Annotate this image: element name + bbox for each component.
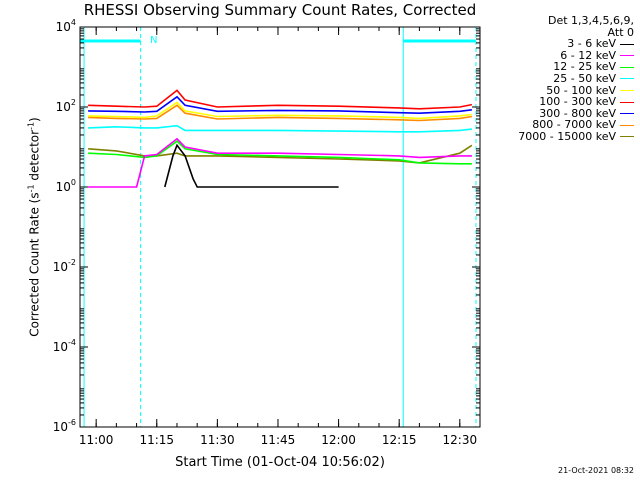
legend-label-5: 100 - 300 keV bbox=[539, 95, 616, 109]
y-label-base: Corrected Count Rate (s bbox=[27, 192, 42, 337]
legend-label-7: 800 - 7000 keV bbox=[532, 118, 616, 132]
y-label-mid: detector bbox=[27, 129, 42, 185]
legend-swatch-3 bbox=[620, 78, 634, 80]
legend-entry-0: 3 - 6 keV bbox=[518, 38, 634, 50]
y-label-sup: -1 bbox=[26, 184, 36, 193]
legend-entries: 3 - 6 keV 6 - 12 keV 12 - 25 keV 25 - 50 ke… bbox=[518, 38, 634, 142]
legend-entry-2: 12 - 25 keV bbox=[518, 61, 634, 73]
series-line-7000-15000-kev bbox=[88, 144, 473, 164]
plot-frame bbox=[79, 26, 481, 428]
legend-label-8: 7000 - 15000 keV bbox=[518, 129, 616, 143]
series-line-300-800-kev bbox=[88, 95, 472, 115]
chart-title: RHESSI Observing Summary Count Rates, Co… bbox=[83, 1, 477, 19]
series-line-3-6-kev bbox=[164, 143, 339, 188]
legend-header-1: Det 1,3,4,5,6,9, bbox=[547, 14, 634, 27]
legend-swatch-6 bbox=[620, 113, 634, 115]
legend-entry-4: 50 - 100 keV bbox=[518, 83, 634, 97]
x-tick-label-0: 11:00 bbox=[79, 433, 114, 447]
legend-entry-3: 25 - 50 keV bbox=[518, 73, 634, 85]
legend-swatch-0 bbox=[620, 43, 634, 45]
x-tick-label-1: 11:15 bbox=[139, 433, 174, 447]
y-tick-label-0: 10-6 bbox=[53, 418, 76, 434]
legend-label-0: 3 - 6 keV bbox=[567, 37, 616, 51]
y-tick-label-2: 10-2 bbox=[53, 258, 76, 274]
legend-swatch-5 bbox=[620, 101, 634, 103]
series-line-800-7000-kev bbox=[88, 104, 473, 122]
timestamp: 21-Oct-2021 08:32 bbox=[558, 466, 634, 475]
series-line-50-100-kev bbox=[88, 101, 472, 120]
legend-label-1: 6 - 12 keV bbox=[560, 48, 616, 62]
legend-swatch-4 bbox=[620, 90, 634, 92]
legend-entry-8: 7000 - 15000 keV bbox=[518, 131, 634, 143]
x-tick-label-5: 12:15 bbox=[382, 433, 417, 447]
x-tick-label-6: 12:30 bbox=[443, 433, 478, 447]
legend-header-2: Att 0 bbox=[607, 25, 634, 39]
x-tick-label-4: 12:00 bbox=[321, 433, 356, 447]
y-label-sup2: -1 bbox=[26, 121, 36, 130]
x-axis-label: Start Time (01-Oct-04 10:56:02) bbox=[175, 455, 385, 470]
legend-label-3: 25 - 50 keV bbox=[553, 71, 616, 85]
axis-ticks: 11:00 11:15 11:30 11:45 12:00 12:15 12:30 10-6 1… bbox=[53, 18, 481, 447]
legend-swatch-2 bbox=[620, 66, 634, 68]
y-tick-label-5: 104 bbox=[56, 18, 76, 34]
annotation-label: N bbox=[150, 35, 157, 46]
legend-entry-6: 300 - 800 keV bbox=[518, 106, 634, 120]
y-label-end: ) bbox=[27, 117, 42, 122]
legend-label-6: 300 - 800 keV bbox=[539, 106, 616, 120]
legend-swatch-8 bbox=[620, 136, 634, 138]
y-axis-label: Corrected Count Rate (s-1 detector-1) bbox=[27, 117, 42, 336]
legend-entry-5: 100 - 300 keV bbox=[518, 96, 634, 108]
legend-label-4: 50 - 100 keV bbox=[546, 83, 616, 97]
y-tick-label-1: 10-4 bbox=[53, 338, 76, 354]
legend-entry-1: 6 - 12 keV bbox=[518, 48, 634, 62]
legend-swatch-7 bbox=[620, 124, 634, 126]
series-line-25-50-kev bbox=[88, 124, 472, 133]
series-line-6-12-kev bbox=[88, 137, 472, 188]
legend: Det 1,3,4,5,6,9, Att 0 3 - 6 keV 6 - 12 k… bbox=[518, 15, 634, 143]
legend-label-2: 12 - 25 keV bbox=[553, 60, 616, 74]
x-tick-label-2: 11:30 bbox=[200, 433, 235, 447]
legend-swatch-1 bbox=[620, 55, 634, 57]
y-tick-label-3: 100 bbox=[56, 178, 76, 194]
series-line-100-300-kev bbox=[88, 89, 473, 110]
time-markers bbox=[80, 27, 477, 427]
data-series bbox=[88, 89, 473, 188]
x-tick-label-3: 11:45 bbox=[261, 433, 296, 447]
y-tick-label-4: 102 bbox=[56, 98, 76, 114]
legend-entry-7: 800 - 7000 keV bbox=[518, 119, 634, 131]
